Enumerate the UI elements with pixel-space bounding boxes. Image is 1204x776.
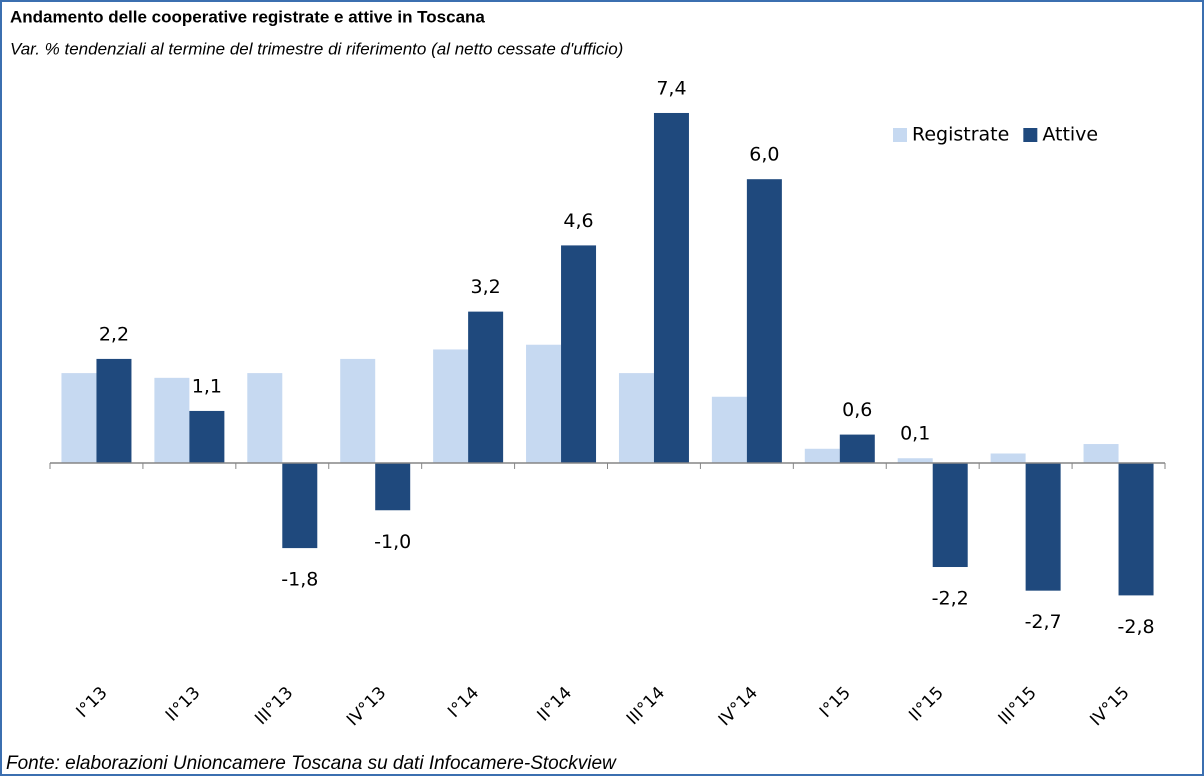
bar [932,462,968,568]
data-label: -1,0 [374,531,411,553]
data-label: 0,1 [900,423,930,445]
bar [1025,462,1061,591]
data-label: -2,8 [1118,616,1155,638]
bar [711,396,747,463]
bar [375,462,411,511]
data-label: 1,1 [192,375,222,397]
bar [990,453,1026,463]
data-label: 4,6 [563,210,593,232]
legend-swatch [1023,128,1038,142]
bar [96,358,132,463]
data-label: -1,8 [281,569,318,591]
chart-subtitle: Var. % tendenziali al termine del trimes… [10,39,623,58]
bar [282,462,318,549]
bar [561,245,597,463]
legend-swatch [893,128,907,142]
bar [340,358,376,463]
bar [897,458,933,463]
data-label: -2,2 [932,588,969,610]
bar [189,410,225,463]
bar [247,373,283,463]
legend-label: Registrate [912,124,1009,146]
data-label: 6,0 [749,144,779,166]
bar [746,179,782,463]
bar [433,349,469,463]
chart-title: Andamento delle cooperative registrate e… [10,7,485,26]
data-label: 0,6 [842,399,872,421]
bar [1083,444,1119,463]
bar [468,311,504,463]
bar [1118,462,1154,596]
legend-label: Attive [1042,124,1098,146]
data-label: 3,2 [471,276,501,298]
data-label: 2,2 [99,323,129,345]
bar [526,344,562,463]
data-label: 7,4 [656,77,686,99]
bar [653,112,689,463]
bar [839,434,875,463]
data-label: -2,7 [1025,611,1062,633]
source: Fonte: elaborazioni Unioncamere Toscana … [6,753,617,774]
bar [61,373,97,463]
bar [618,373,654,463]
bar [804,448,840,463]
bar [154,377,190,463]
